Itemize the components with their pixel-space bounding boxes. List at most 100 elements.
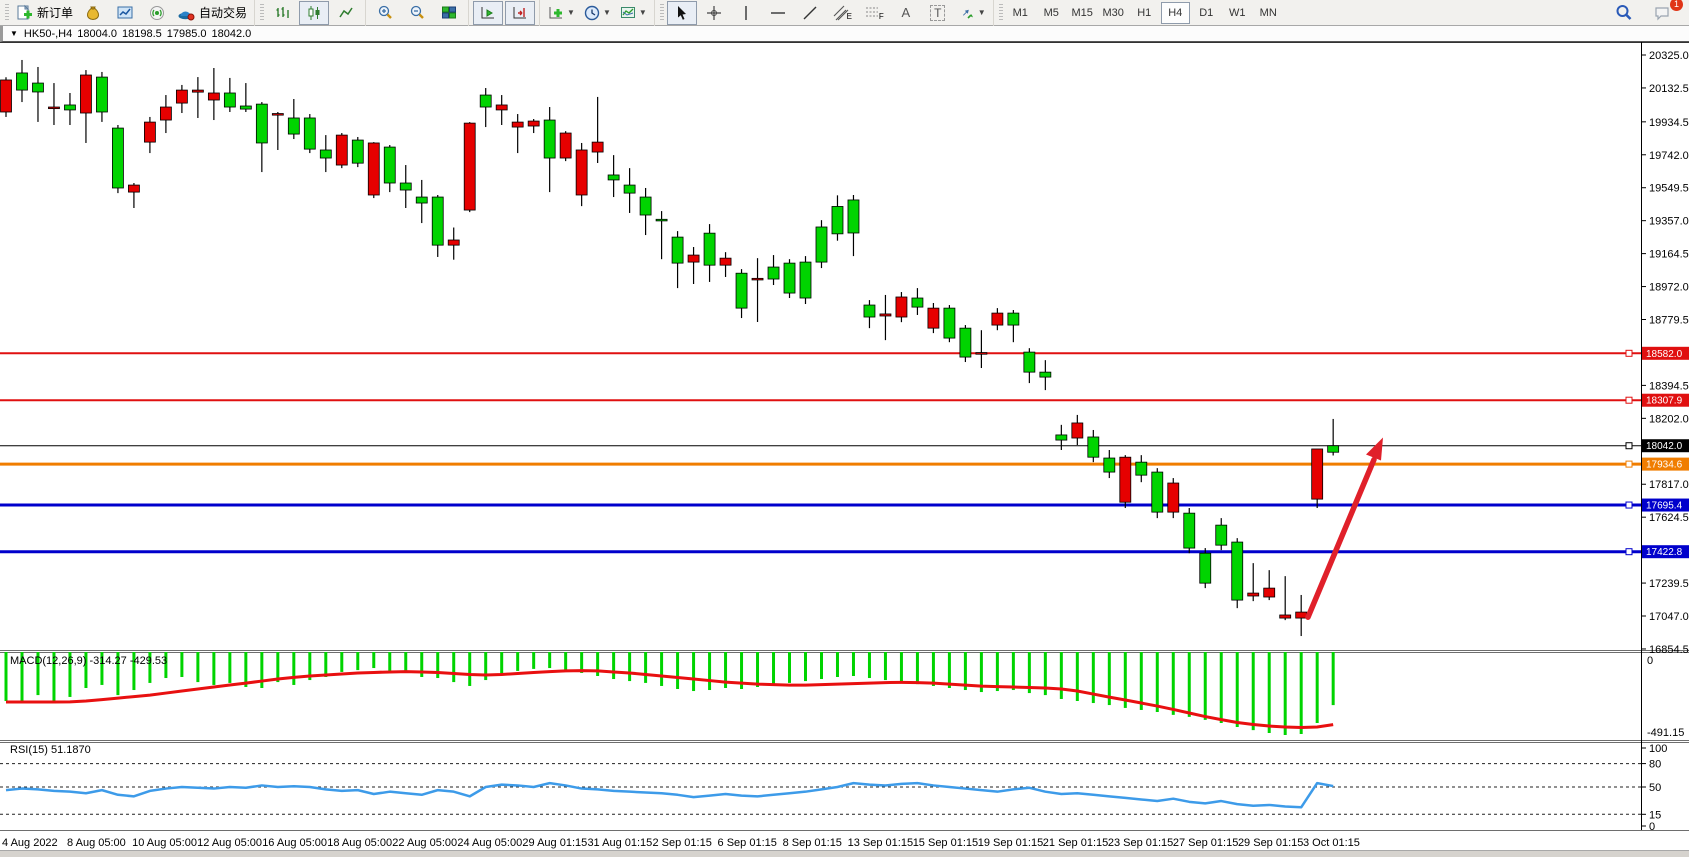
hline-endpoint-handle[interactable] [1625,396,1633,404]
timeframe-M5[interactable]: M5 [1043,6,1059,19]
auto-scroll-button[interactable] [473,0,504,25]
hline-endpoint-handle[interactable] [1625,349,1633,357]
periods-caret: ▼ [602,8,611,17]
timeframe-MN[interactable]: MN [1259,6,1277,19]
candle-body [1007,312,1020,326]
date-axis-label: 16 Aug 05:00 [262,837,327,849]
arrows-button[interactable]: ▼ [955,1,989,25]
candle-body [767,266,780,280]
chart-area[interactable]: 20325.0 20132.5 19934.5 19742.0 19549.5 19357… [0,42,1689,856]
toolbar-grip[interactable] [659,3,664,22]
candle-body [559,132,572,159]
gold-pouch-icon [87,5,100,20]
periods-button[interactable]: ▼ [580,1,614,25]
candle-body [1039,371,1052,378]
candlestick-chart-button[interactable] [299,0,330,25]
toolbar-grip[interactable] [260,3,265,22]
trend-arrow[interactable] [1305,456,1377,620]
signals-button[interactable] [142,1,172,25]
crosshair-button[interactable] [699,1,729,25]
price-tick-label: 17239.5 [1649,578,1689,590]
candle-body [128,184,140,193]
timeframe-W1[interactable]: W1 [1228,6,1246,19]
text-label-icon: T [930,4,946,21]
fibonacci-icon [865,7,878,16]
equidistant-channel-button[interactable]: E [827,1,857,25]
fibonacci-button[interactable]: F [859,1,889,25]
hline-endpoint-handle[interactable] [1625,460,1633,468]
candle-body [1183,512,1196,549]
candle-body [1071,422,1084,439]
auto-trading-button[interactable]: 自动交易 [174,1,250,25]
templates-button[interactable]: ▼ [616,1,650,25]
text-label-button[interactable]: T [923,1,953,25]
auto-scroll-icon [481,6,495,18]
date-axis-label: 2 Sep 01:15 [653,837,712,849]
candle-body [223,92,236,108]
candle-body [287,117,300,135]
price-tick-label: 17047.0 [1649,611,1689,623]
hline-endpoint-handle[interactable] [1625,548,1633,556]
hline-endpoint-handle[interactable] [1625,501,1633,509]
drawing-group: E F A T ▼ [653,0,993,26]
candle-body [511,121,524,128]
date-axis-label: 21 Sep 01:15 [1043,837,1108,849]
candle-body [303,117,316,150]
bar-chart-button[interactable] [267,1,297,25]
date-axis-label: 29 Aug 01:15 [522,837,587,849]
new-order-button[interactable]: 新订单 [12,1,76,25]
zoom-out-icon [410,5,424,19]
candle-body [0,79,12,113]
main-toolbar: 新订单 [0,0,1689,26]
candle-body [367,142,380,196]
candle-body [735,272,748,309]
text-button[interactable]: A [891,1,921,25]
chart-titlebar[interactable]: ▼ HK50-,H4 18004.0 18198.5 17985.0 18042… [0,26,1689,42]
search-button[interactable] [1609,1,1639,25]
timeframe-H4[interactable]: H4 [1160,1,1190,24]
candle-body [255,103,268,144]
line-chart-button[interactable] [331,1,361,25]
date-axis-label: 23 Sep 01:15 [1108,837,1173,849]
trendline-button[interactable] [795,1,825,25]
chart-title-dropdown-icon[interactable]: ▼ [10,29,18,38]
cursor-button[interactable] [666,0,697,25]
candle-body [159,106,172,121]
indicators-caret: ▼ [567,8,575,17]
timeframe-H1[interactable]: H1 [1137,6,1152,19]
market-overview-button[interactable] [110,1,140,25]
deposit-button[interactable] [78,1,108,25]
chart-type-group [254,0,365,26]
macd-signal-line [6,669,1334,730]
zoom-out-button[interactable] [402,1,432,25]
notification-badge: 1 [1670,0,1683,11]
vertical-line-button[interactable] [731,1,761,25]
price-line-badge [1642,498,1689,512]
hline-endpoint-handle[interactable] [1625,442,1633,450]
timeframe-D1[interactable]: D1 [1199,6,1214,19]
candle-body [751,277,764,281]
notifications-button[interactable]: 1 [1648,0,1683,25]
chart-canvas[interactable]: 20325.0 20132.5 19934.5 19742.0 19549.5 19357… [0,42,1689,856]
candle-body [271,113,284,116]
candle-body [431,196,444,246]
chart-shift-button[interactable] [505,0,536,25]
timeframe-M15[interactable]: M15 [1071,6,1093,19]
template-icon [620,6,635,18]
zoom-in-button[interactable] [370,1,400,25]
timeframe-M1[interactable]: M1 [1012,6,1028,19]
candle-body [335,134,348,166]
toolbar-grip[interactable] [998,3,1003,22]
candle-body [639,196,652,216]
candle-body [623,184,636,194]
tile-windows-button[interactable] [434,1,464,25]
channel-icon [833,5,849,20]
cursor-icon [677,5,686,20]
candle-body [863,304,876,318]
timeframe-M30[interactable]: M30 [1102,6,1124,19]
toolbar-grip[interactable] [5,3,9,22]
horizontal-line-button[interactable] [763,1,793,25]
indicators-button[interactable]: ▼ [544,1,578,25]
clock-icon [584,5,600,20]
price-tick-label: 18972.0 [1649,282,1689,294]
